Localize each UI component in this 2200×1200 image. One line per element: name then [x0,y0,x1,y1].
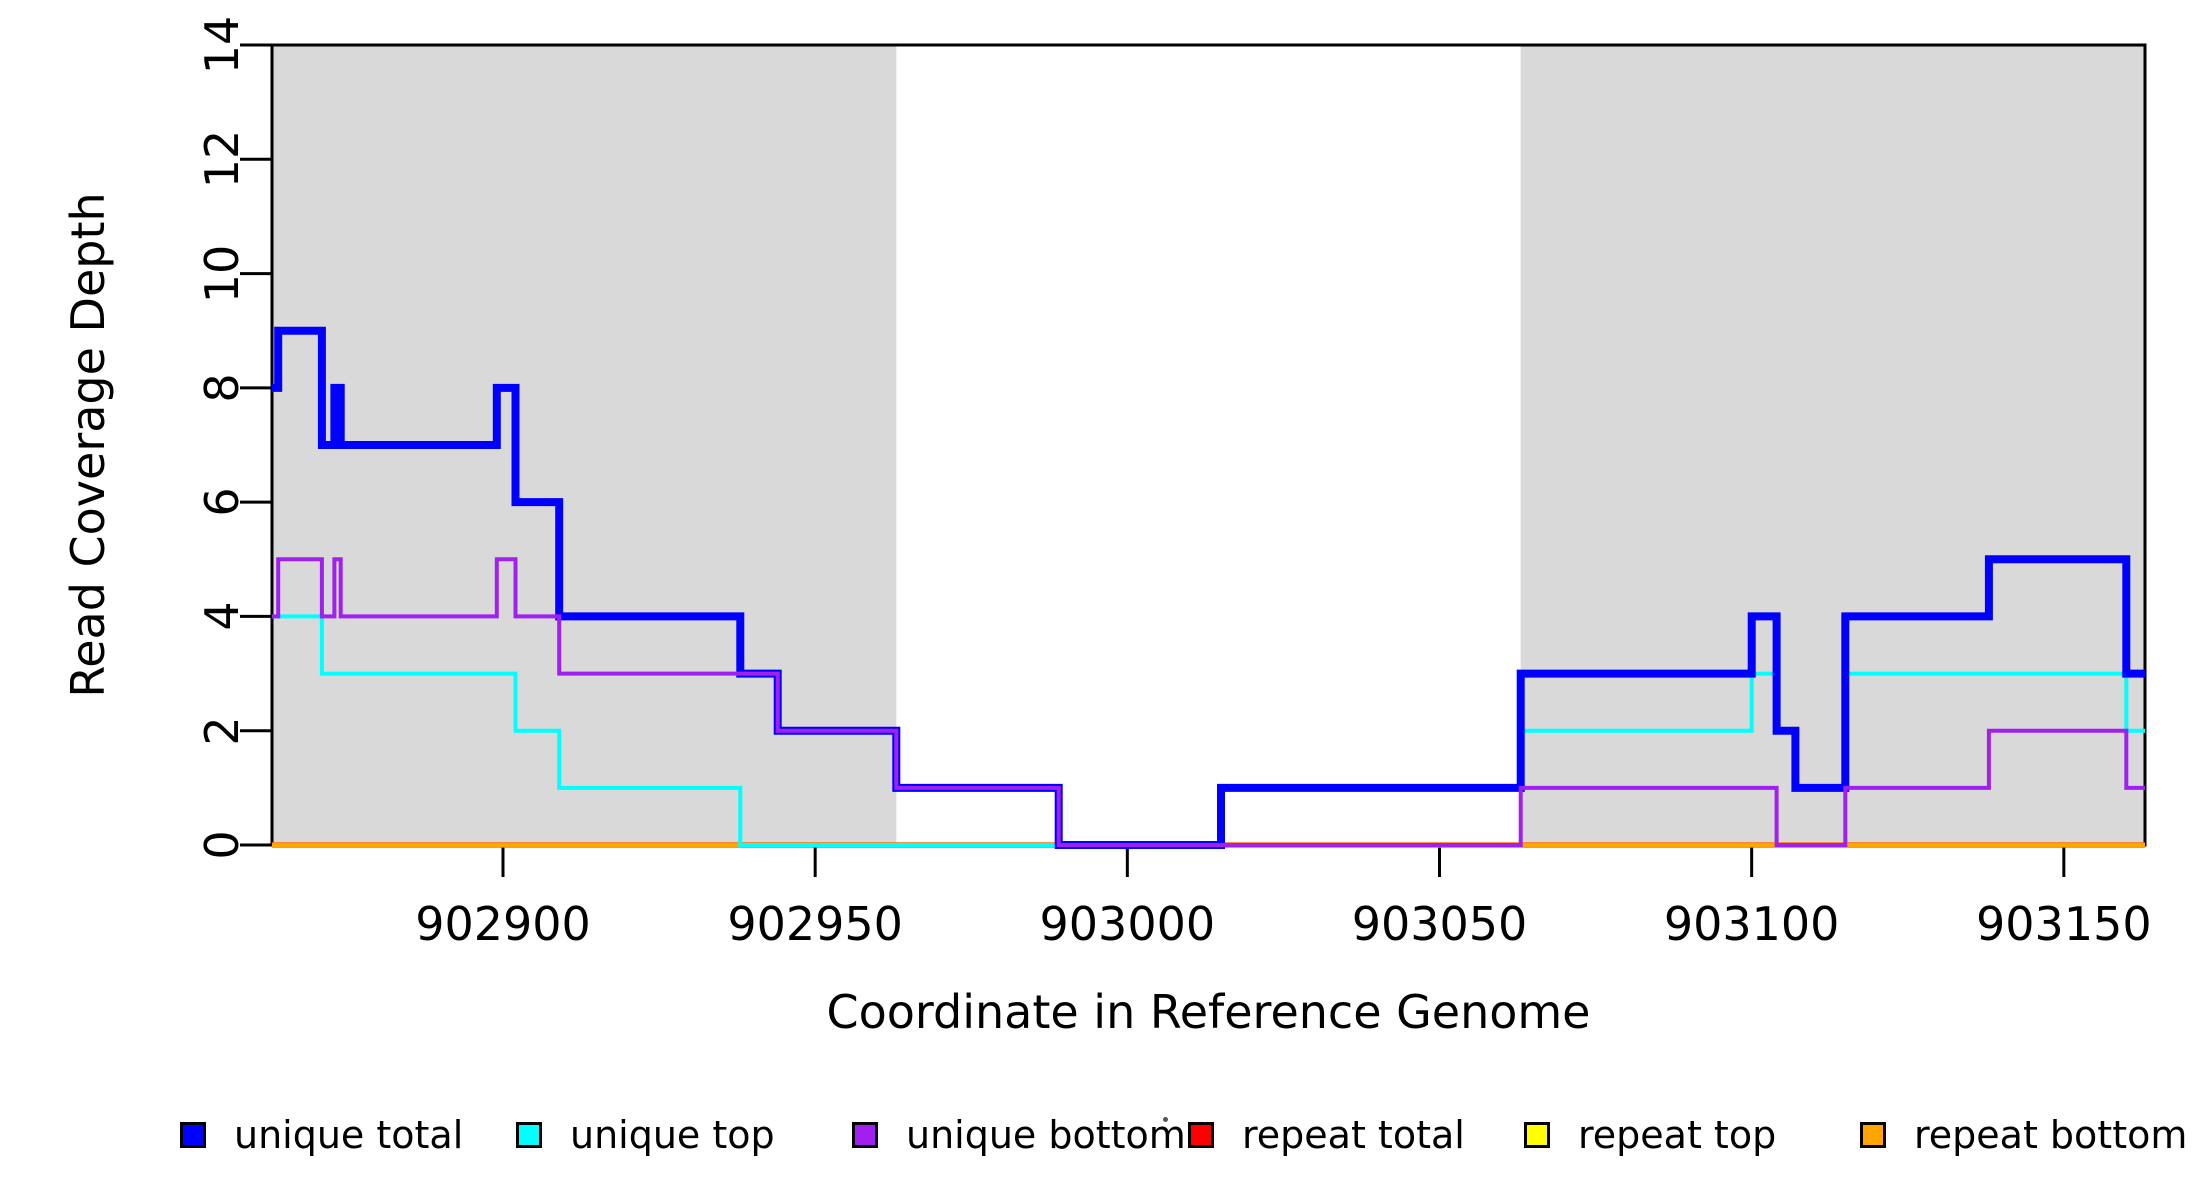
y-tick-label: 10 [195,244,249,303]
x-tick-label: 902950 [727,897,903,951]
legend-label: unique bottom [906,1113,1186,1157]
legend-swatch-icon [516,1122,542,1148]
legend-swatch-icon [1188,1122,1214,1148]
stray-mark [1163,1117,1168,1122]
x-tick-label: 902900 [415,897,591,951]
legend-item-unique-bottom: unique bottom [852,1109,1186,1161]
legend-swatch-icon [180,1122,206,1148]
y-tick-label: 12 [195,130,249,189]
x-tick-label: 903000 [1039,897,1216,951]
legend-item-unique-total: unique total [180,1109,463,1161]
legend-swatch-icon [1860,1122,1886,1148]
x-tick-label: 903150 [1976,897,2152,951]
y-tick-label: 14 [195,15,249,75]
legend-label: unique total [234,1113,464,1157]
legend-item-repeat-top: repeat top [1524,1109,1776,1161]
y-tick-label: 8 [195,373,249,403]
legend-item-repeat-bottom: repeat bottom [1860,1109,2187,1161]
legend-label: repeat top [1578,1113,1777,1157]
series-unique-bottom [272,557,2145,847]
shaded-region-1 [1520,45,2145,845]
y-tick-label: 2 [195,716,249,746]
legend-swatch-icon [852,1122,878,1148]
y-tick-label: 0 [195,830,249,860]
y-tick-label: 6 [195,487,249,517]
legend-item-unique-top: unique top [516,1109,775,1161]
legend-swatch-icon [1524,1122,1550,1148]
legend-label: unique top [570,1113,775,1157]
x-axis-title: Coordinate in Reference Genome [826,985,1591,1039]
y-tick-label: 4 [195,601,249,632]
legend-label: repeat bottom [1914,1113,2188,1157]
x-tick-label: 903050 [1351,897,1528,951]
legend-label: repeat total [1242,1113,1465,1157]
legend-item-repeat-total: repeat total [1188,1109,1465,1161]
y-axis-title: Read Coverage Depth [61,192,115,698]
x-tick-label: 903100 [1663,897,1840,951]
